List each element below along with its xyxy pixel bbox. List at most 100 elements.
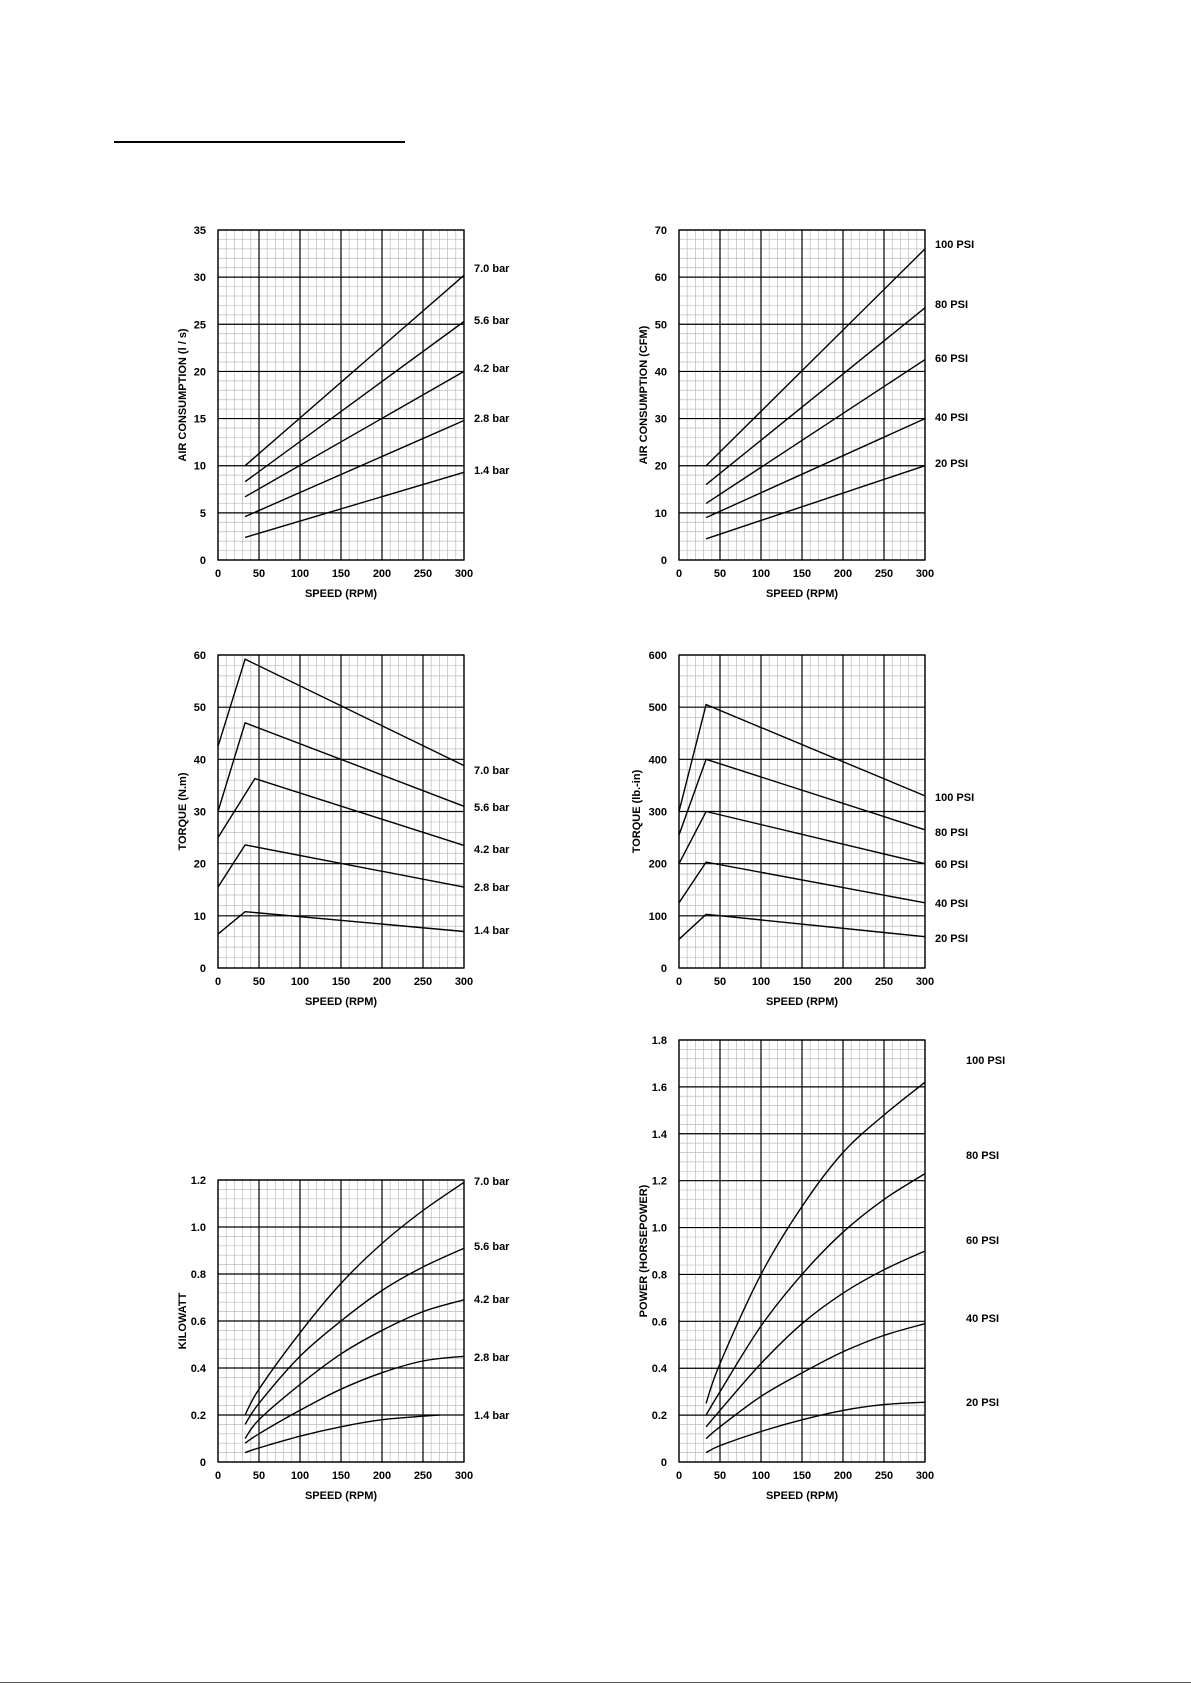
series-line xyxy=(217,844,465,888)
x-tick-label: 100 xyxy=(752,1470,770,1482)
series-line xyxy=(244,471,465,539)
chart-grid xyxy=(217,229,465,561)
x-tick-label: 150 xyxy=(793,1470,811,1482)
y-tick-label: 0 xyxy=(200,963,206,975)
y-tick-label: 1.4 xyxy=(652,1129,668,1141)
x-tick-label: 0 xyxy=(215,568,221,580)
chart-5: 0 50 100 150 200 250 300 0 0.2 0.4 0.6 0.8 1.0 1.2 SPE… xyxy=(177,1175,510,1502)
chart-3: 0 50 100 150 200 250 300 0 10 20 30 40 50 60 SPEED (RP… xyxy=(177,650,510,1008)
y-tick-label: 10 xyxy=(194,461,206,473)
y-tick-label: 0 xyxy=(661,963,667,975)
y-tick-label: 40 xyxy=(194,754,206,766)
series-label: 60 PSI xyxy=(935,353,968,365)
series-line xyxy=(705,465,926,540)
series-label: 100 PSI xyxy=(935,792,974,804)
series-label: 2.8 bar xyxy=(474,1352,510,1364)
x-tick-label: 300 xyxy=(455,1470,473,1482)
x-tick-label: 150 xyxy=(332,568,350,580)
series-line xyxy=(678,913,926,940)
x-axis-label: SPEED (RPM) xyxy=(766,996,838,1008)
y-tick-label: 1.2 xyxy=(191,1175,206,1187)
series-line xyxy=(244,320,465,483)
y-tick-label: 30 xyxy=(194,272,206,284)
series-line xyxy=(244,1247,465,1425)
series-line xyxy=(244,1299,465,1439)
x-tick-label: 300 xyxy=(455,976,473,988)
x-tick-label: 150 xyxy=(332,1470,350,1482)
x-tick-label: 200 xyxy=(373,568,391,580)
y-tick-label: 1.6 xyxy=(652,1082,667,1094)
series-label: 4.2 bar xyxy=(474,363,510,375)
header-rule xyxy=(114,141,405,143)
x-tick-label: 250 xyxy=(875,568,893,580)
x-tick-label: 200 xyxy=(834,1470,852,1482)
series-line xyxy=(705,417,926,519)
x-axis-label: SPEED (RPM) xyxy=(305,1490,377,1502)
chart-1: 0 50 100 150 200 250 300 0 5 10 15 20 25 30 35 SPEED (R… xyxy=(177,225,510,600)
series-label: 7.0 bar xyxy=(474,765,510,777)
series-label: 2.8 bar xyxy=(474,882,510,894)
series-label: 80 PSI xyxy=(966,1150,999,1162)
y-tick-label: 0 xyxy=(200,1457,206,1469)
series-label: 40 PSI xyxy=(935,412,968,424)
series-line xyxy=(705,1081,926,1404)
x-tick-label: 250 xyxy=(414,568,432,580)
y-tick-label: 5 xyxy=(200,508,206,520)
y-axis-label: KILOWATT xyxy=(177,1292,189,1349)
series-line xyxy=(244,419,465,518)
x-tick-label: 250 xyxy=(875,976,893,988)
x-tick-label: 50 xyxy=(714,976,726,988)
y-tick-label: 1.8 xyxy=(652,1035,667,1047)
series-label: 100 PSI xyxy=(966,1055,1005,1067)
x-tick-label: 50 xyxy=(253,568,265,580)
y-tick-label: 30 xyxy=(655,414,667,426)
y-tick-label: 70 xyxy=(655,225,667,237)
series-label: 2.8 bar xyxy=(474,413,510,425)
series-label: 5.6 bar xyxy=(474,1241,510,1253)
y-tick-label: 600 xyxy=(649,650,667,662)
chart-grid xyxy=(678,229,926,561)
x-tick-label: 200 xyxy=(834,568,852,580)
y-tick-label: 1.2 xyxy=(652,1176,667,1188)
x-tick-label: 0 xyxy=(215,1470,221,1482)
x-tick-label: 100 xyxy=(291,976,309,988)
x-tick-label: 50 xyxy=(714,568,726,580)
x-tick-label: 150 xyxy=(332,976,350,988)
series-label: 7.0 bar xyxy=(474,263,510,275)
series-line xyxy=(244,274,465,467)
series-line xyxy=(244,1181,465,1416)
y-tick-label: 1.0 xyxy=(191,1222,206,1234)
y-axis-label: TORQUE (N.m) xyxy=(177,772,189,850)
y-tick-label: 15 xyxy=(194,414,206,426)
series-label: 20 PSI xyxy=(935,458,968,470)
y-tick-label: 0.2 xyxy=(191,1410,206,1422)
x-tick-label: 300 xyxy=(916,568,934,580)
y-tick-label: 300 xyxy=(649,807,667,819)
series-label: 1.4 bar xyxy=(474,465,510,477)
y-tick-label: 30 xyxy=(194,807,206,819)
y-tick-label: 10 xyxy=(655,508,667,520)
y-tick-label: 500 xyxy=(649,702,667,714)
x-tick-label: 300 xyxy=(916,1470,934,1482)
series-line xyxy=(705,1250,926,1428)
x-tick-label: 250 xyxy=(875,1470,893,1482)
series-line xyxy=(678,758,926,836)
x-tick-label: 50 xyxy=(253,1470,265,1482)
series-line xyxy=(217,658,465,767)
y-tick-label: 100 xyxy=(649,911,667,923)
plot-frame xyxy=(678,229,926,561)
y-tick-label: 50 xyxy=(194,702,206,714)
x-tick-label: 100 xyxy=(752,568,770,580)
series-line xyxy=(678,703,926,812)
y-tick-label: 20 xyxy=(194,366,206,378)
chart-4: 0 50 100 150 200 250 300 0 100 200 300 400 500 600 SPE… xyxy=(631,650,974,1008)
y-tick-label: 0.6 xyxy=(652,1316,667,1328)
y-axis-label: AIR CONSUMPTION (l / s) xyxy=(177,328,189,462)
series-line xyxy=(217,910,465,935)
series-label: 80 PSI xyxy=(935,299,968,311)
series-label: 40 PSI xyxy=(935,898,968,910)
series-line xyxy=(217,777,465,847)
series-label: 4.2 bar xyxy=(474,844,510,856)
series-line xyxy=(705,248,926,467)
y-tick-label: 0.2 xyxy=(652,1410,667,1422)
